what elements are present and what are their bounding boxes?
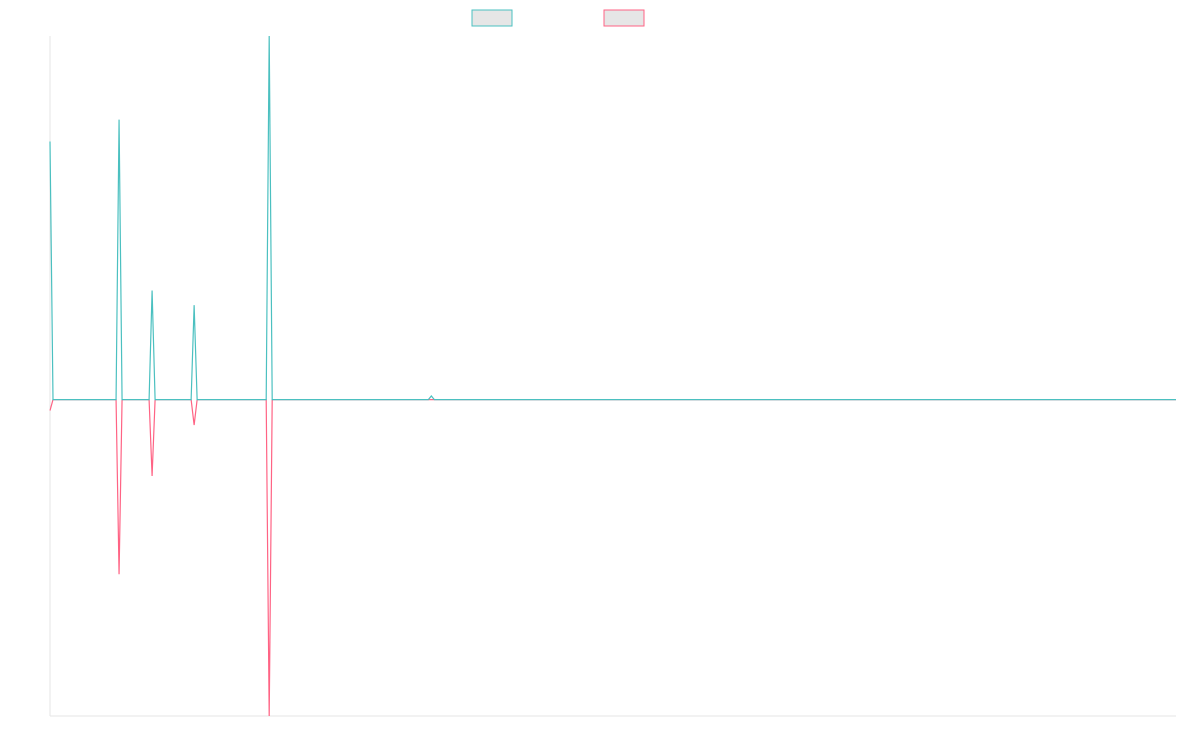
- series-line: [49, 399, 1176, 717]
- series-line: [49, 35, 1176, 401]
- legend-swatch[interactable]: [603, 9, 645, 27]
- legend-swatch[interactable]: [471, 9, 513, 27]
